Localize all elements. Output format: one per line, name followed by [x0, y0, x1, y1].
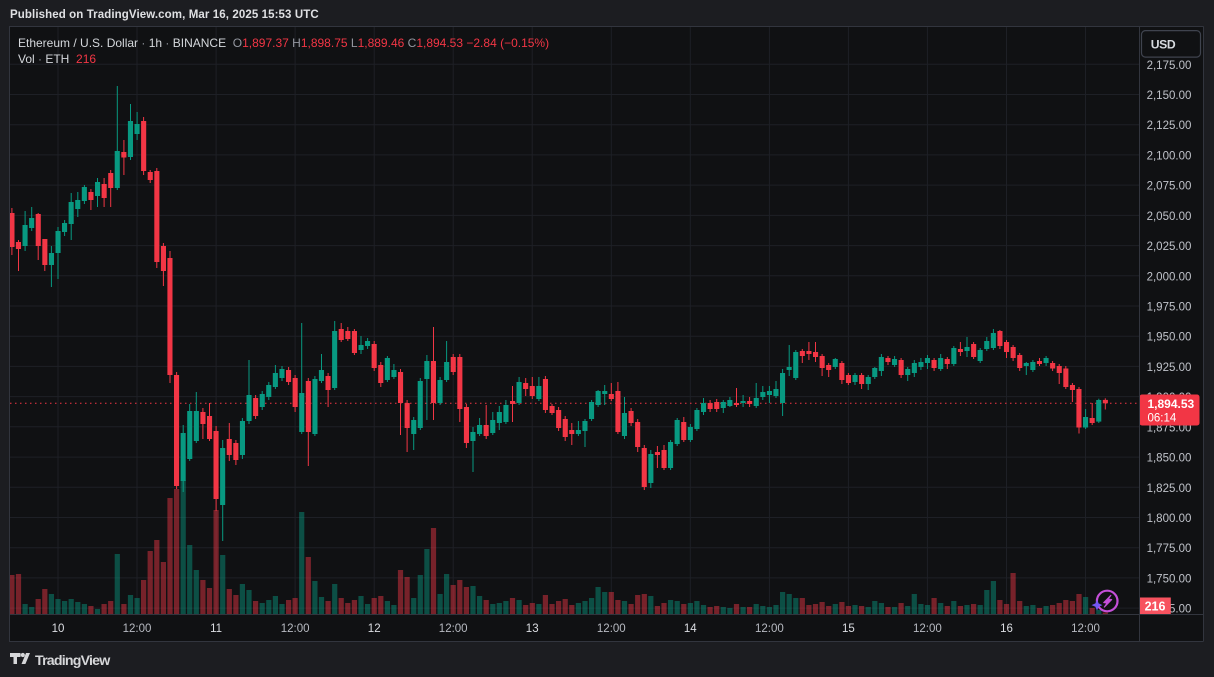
svg-text:13: 13: [526, 623, 539, 635]
svg-text:1,800.00: 1,800.00: [1147, 513, 1192, 525]
svg-text:TradingView: TradingView: [35, 653, 111, 669]
svg-text:12:00: 12:00: [913, 623, 942, 635]
svg-text:1,850.00: 1,850.00: [1147, 453, 1192, 465]
svg-text:12:00: 12:00: [439, 623, 468, 635]
svg-text:2,050.00: 2,050.00: [1147, 211, 1192, 223]
svg-text:2,025.00: 2,025.00: [1147, 241, 1192, 253]
svg-text:2,000.00: 2,000.00: [1147, 271, 1192, 283]
svg-text:2,175.00: 2,175.00: [1147, 60, 1192, 72]
svg-text:2,125.00: 2,125.00: [1147, 120, 1192, 132]
svg-text:10: 10: [52, 623, 65, 635]
svg-text:1,975.00: 1,975.00: [1147, 302, 1192, 314]
svg-text:12:00: 12:00: [281, 623, 310, 635]
svg-text:06:14: 06:14: [1148, 413, 1177, 425]
svg-text:12:00: 12:00: [755, 623, 784, 635]
svg-text:2,150.00: 2,150.00: [1147, 90, 1192, 102]
svg-text:12:00: 12:00: [123, 623, 152, 635]
svg-text:216: 216: [1145, 600, 1166, 614]
svg-text:15: 15: [842, 623, 855, 635]
svg-text:16: 16: [1000, 623, 1013, 635]
svg-text:1,894.53: 1,894.53: [1148, 397, 1195, 411]
svg-text:12: 12: [368, 623, 381, 635]
svg-text:1,750.00: 1,750.00: [1147, 573, 1192, 585]
svg-text:1,825.00: 1,825.00: [1147, 483, 1192, 495]
svg-text:11: 11: [210, 623, 222, 635]
svg-text:2,075.00: 2,075.00: [1147, 181, 1192, 193]
svg-text:2,100.00: 2,100.00: [1147, 150, 1192, 162]
svg-text:USD: USD: [1151, 38, 1176, 52]
svg-text:1,950.00: 1,950.00: [1147, 332, 1192, 344]
svg-text:12:00: 12:00: [1071, 623, 1100, 635]
svg-text:14: 14: [684, 623, 697, 635]
svg-text:1,775.00: 1,775.00: [1147, 543, 1192, 555]
svg-text:12:00: 12:00: [597, 623, 626, 635]
svg-text:1,925.00: 1,925.00: [1147, 362, 1192, 374]
